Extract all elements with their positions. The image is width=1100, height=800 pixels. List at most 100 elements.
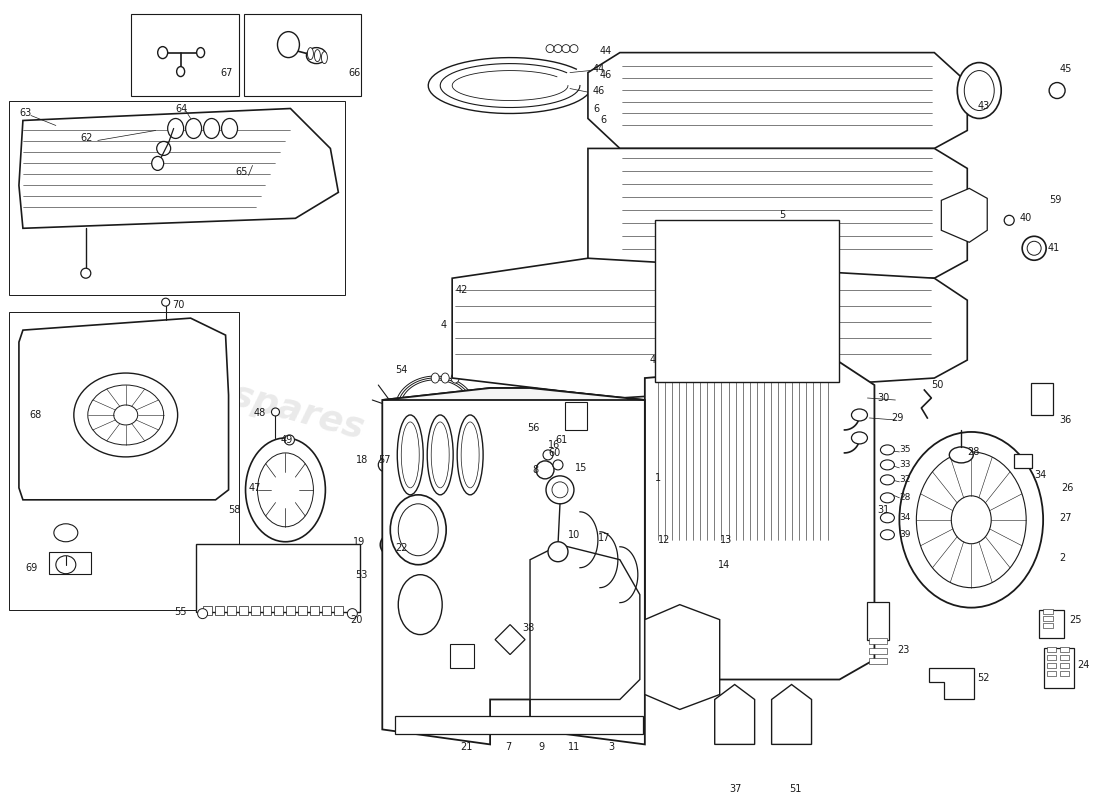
Ellipse shape bbox=[570, 45, 578, 53]
Ellipse shape bbox=[965, 70, 994, 110]
Bar bbox=[251, 606, 260, 614]
Bar bbox=[1031, 383, 1053, 415]
Text: 37: 37 bbox=[729, 784, 743, 794]
Ellipse shape bbox=[552, 482, 568, 498]
Bar bbox=[131, 14, 239, 95]
Polygon shape bbox=[930, 667, 975, 699]
Ellipse shape bbox=[277, 32, 299, 58]
Text: 9: 9 bbox=[538, 742, 544, 752]
Bar bbox=[322, 606, 331, 614]
Ellipse shape bbox=[1027, 242, 1041, 255]
Text: 21: 21 bbox=[460, 742, 473, 752]
Text: 16: 16 bbox=[548, 440, 560, 450]
Ellipse shape bbox=[156, 142, 170, 155]
Ellipse shape bbox=[257, 453, 314, 526]
Text: 61: 61 bbox=[556, 435, 568, 445]
Bar bbox=[286, 606, 296, 614]
Ellipse shape bbox=[221, 118, 238, 138]
Text: 32: 32 bbox=[900, 475, 911, 484]
Bar bbox=[1060, 646, 1069, 651]
Ellipse shape bbox=[458, 415, 483, 495]
Ellipse shape bbox=[152, 157, 164, 170]
Text: 24: 24 bbox=[1077, 659, 1089, 670]
Text: 54: 54 bbox=[395, 365, 408, 375]
Bar bbox=[227, 606, 235, 614]
Polygon shape bbox=[381, 522, 480, 566]
Ellipse shape bbox=[880, 445, 894, 455]
Ellipse shape bbox=[398, 504, 438, 556]
Text: 51: 51 bbox=[790, 784, 802, 794]
Ellipse shape bbox=[398, 574, 442, 634]
Ellipse shape bbox=[957, 62, 1001, 118]
Text: 56: 56 bbox=[527, 423, 539, 433]
Polygon shape bbox=[587, 149, 967, 278]
Text: 22: 22 bbox=[395, 542, 408, 553]
Ellipse shape bbox=[245, 438, 326, 542]
Ellipse shape bbox=[427, 415, 453, 495]
Text: 13: 13 bbox=[719, 534, 732, 545]
Ellipse shape bbox=[546, 476, 574, 504]
Ellipse shape bbox=[197, 48, 205, 58]
Ellipse shape bbox=[285, 435, 295, 445]
Polygon shape bbox=[495, 625, 525, 654]
Ellipse shape bbox=[451, 373, 459, 383]
Ellipse shape bbox=[204, 118, 220, 138]
Text: 25: 25 bbox=[1069, 614, 1081, 625]
Text: 38: 38 bbox=[522, 622, 535, 633]
Polygon shape bbox=[645, 605, 719, 710]
Bar bbox=[654, 220, 839, 382]
Polygon shape bbox=[715, 685, 755, 745]
Bar bbox=[9, 312, 239, 610]
Text: 17: 17 bbox=[598, 533, 611, 542]
Text: 67: 67 bbox=[221, 67, 233, 78]
Bar bbox=[395, 717, 642, 734]
Text: 55: 55 bbox=[174, 606, 187, 617]
Text: 31: 31 bbox=[878, 505, 890, 515]
Text: 47: 47 bbox=[249, 483, 261, 493]
Ellipse shape bbox=[548, 542, 568, 562]
Polygon shape bbox=[1044, 647, 1074, 687]
Ellipse shape bbox=[562, 45, 570, 53]
Bar bbox=[869, 647, 888, 654]
Ellipse shape bbox=[397, 415, 424, 495]
Text: 27: 27 bbox=[1059, 513, 1071, 522]
Text: 53: 53 bbox=[355, 570, 367, 580]
Text: 52: 52 bbox=[977, 673, 990, 682]
Ellipse shape bbox=[162, 298, 169, 306]
Ellipse shape bbox=[952, 496, 991, 544]
Ellipse shape bbox=[315, 50, 320, 62]
Bar bbox=[1043, 622, 1053, 628]
Bar bbox=[196, 544, 361, 612]
Text: 4: 4 bbox=[650, 355, 656, 365]
Text: 63: 63 bbox=[19, 109, 31, 118]
Ellipse shape bbox=[348, 609, 358, 618]
Bar bbox=[263, 606, 272, 614]
Polygon shape bbox=[645, 362, 874, 679]
Bar bbox=[1014, 454, 1032, 468]
Ellipse shape bbox=[554, 45, 562, 53]
Ellipse shape bbox=[880, 513, 894, 522]
Circle shape bbox=[1049, 82, 1065, 98]
Bar bbox=[275, 606, 284, 614]
Bar bbox=[1060, 662, 1069, 667]
Bar bbox=[1043, 616, 1053, 621]
Text: 26: 26 bbox=[1062, 483, 1074, 493]
Bar bbox=[239, 606, 248, 614]
Text: eurospares: eurospares bbox=[139, 354, 368, 446]
Text: 46: 46 bbox=[593, 86, 605, 95]
Ellipse shape bbox=[851, 409, 868, 421]
Polygon shape bbox=[19, 109, 339, 228]
Text: 8: 8 bbox=[532, 465, 538, 475]
Text: 44: 44 bbox=[593, 63, 605, 74]
Ellipse shape bbox=[553, 460, 563, 470]
Text: 69: 69 bbox=[25, 562, 37, 573]
Text: 5: 5 bbox=[780, 210, 785, 220]
Text: 29: 29 bbox=[891, 413, 904, 423]
Ellipse shape bbox=[378, 458, 393, 472]
Polygon shape bbox=[771, 685, 812, 745]
Ellipse shape bbox=[54, 524, 78, 542]
Bar bbox=[9, 101, 345, 295]
Text: 28: 28 bbox=[900, 494, 911, 502]
Polygon shape bbox=[383, 388, 645, 745]
Ellipse shape bbox=[1004, 215, 1014, 226]
